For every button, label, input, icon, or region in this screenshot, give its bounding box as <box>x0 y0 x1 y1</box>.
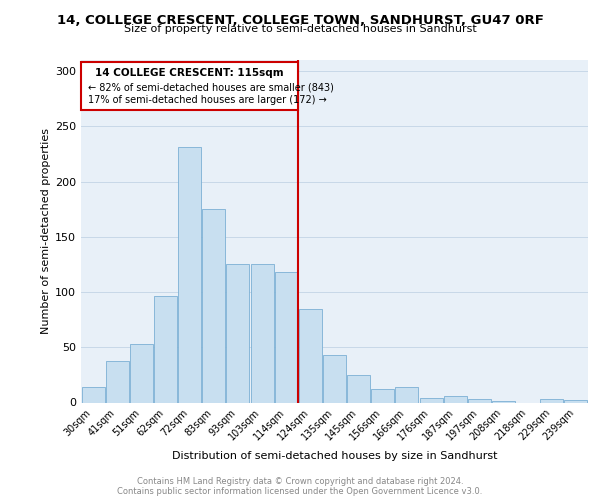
Text: 17% of semi-detached houses are larger (172) →: 17% of semi-detached houses are larger (… <box>88 96 327 106</box>
Bar <box>81 62 298 110</box>
Text: 14 COLLEGE CRESCENT: 115sqm: 14 COLLEGE CRESCENT: 115sqm <box>95 68 284 78</box>
Bar <box>419 398 443 402</box>
Bar <box>202 209 225 402</box>
Bar <box>299 308 322 402</box>
Bar <box>444 396 467 402</box>
Bar <box>395 387 418 402</box>
Bar <box>154 296 177 403</box>
Bar <box>82 387 104 402</box>
Bar <box>226 264 250 402</box>
Bar <box>347 375 370 402</box>
Text: Contains HM Land Registry data © Crown copyright and database right 2024.
Contai: Contains HM Land Registry data © Crown c… <box>118 476 482 496</box>
Bar <box>275 272 298 402</box>
Bar <box>323 355 346 403</box>
Y-axis label: Number of semi-detached properties: Number of semi-detached properties <box>41 128 51 334</box>
Bar <box>371 389 394 402</box>
Bar <box>251 264 274 402</box>
Bar <box>565 400 587 402</box>
Text: Size of property relative to semi-detached houses in Sandhurst: Size of property relative to semi-detach… <box>124 24 476 34</box>
Bar <box>541 399 563 402</box>
Bar <box>106 360 128 403</box>
Bar <box>178 148 201 402</box>
X-axis label: Distribution of semi-detached houses by size in Sandhurst: Distribution of semi-detached houses by … <box>172 450 497 460</box>
Text: 14, COLLEGE CRESCENT, COLLEGE TOWN, SANDHURST, GU47 0RF: 14, COLLEGE CRESCENT, COLLEGE TOWN, SAND… <box>56 14 544 27</box>
Text: ← 82% of semi-detached houses are smaller (843): ← 82% of semi-detached houses are smalle… <box>88 82 334 92</box>
Bar <box>468 399 491 402</box>
Bar <box>130 344 153 403</box>
